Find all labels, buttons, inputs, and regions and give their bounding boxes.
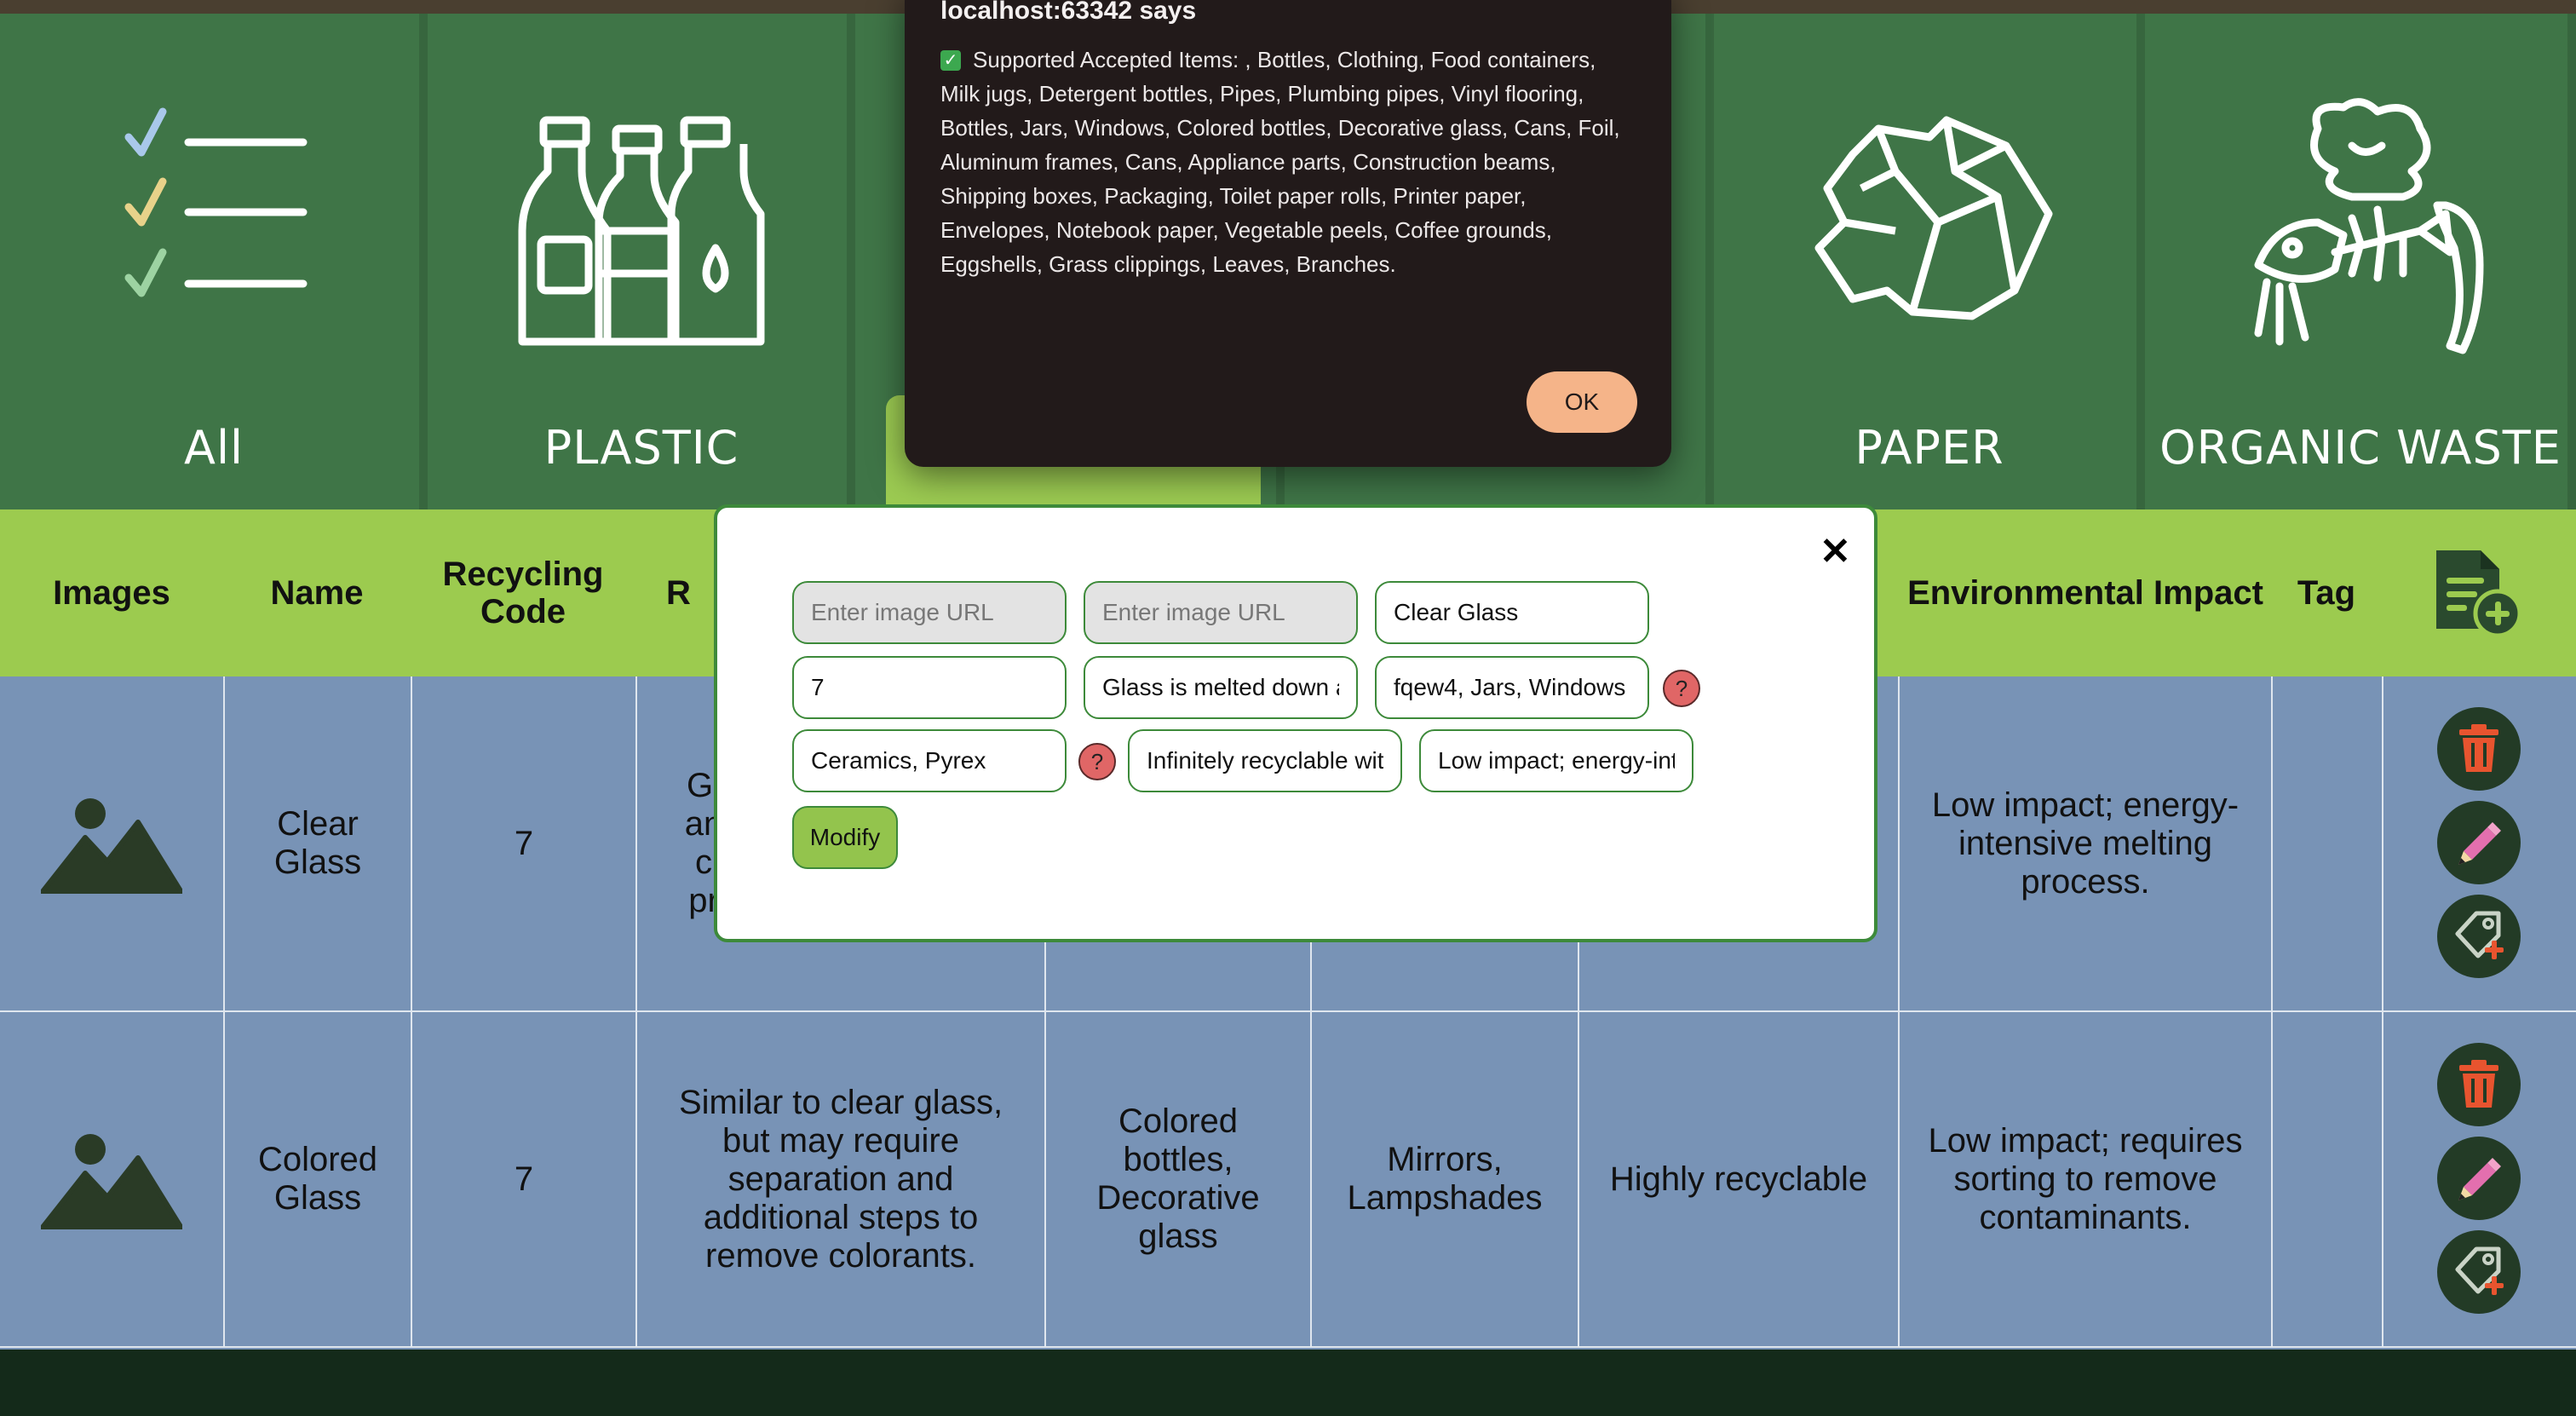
category-plastic[interactable]: PLASTIC — [428, 14, 855, 509]
image-url-input[interactable] — [792, 581, 1067, 644]
name-input[interactable] — [1375, 581, 1649, 644]
recycling-code-input[interactable] — [792, 656, 1067, 719]
tag-cell — [2273, 676, 2383, 1010]
edit-button[interactable] — [2437, 1137, 2521, 1220]
header-recycling-process: R — [666, 574, 691, 612]
image-cell — [0, 1012, 225, 1346]
delete-button[interactable] — [2437, 707, 2521, 791]
alert-message-text: Supported Accepted Items: , Bottles, Clo… — [940, 47, 1620, 277]
category-all[interactable]: All — [0, 14, 428, 509]
category-paper[interactable]: PAPER — [1714, 14, 2145, 509]
header-name: Name — [270, 574, 364, 612]
close-icon[interactable]: ✕ — [1820, 531, 1851, 573]
alert-message: ✓ Supported Accepted Items: , Bottles, Cl… — [940, 43, 1639, 281]
category-label: PLASTIC — [543, 421, 739, 475]
image-placeholder-icon — [41, 1134, 182, 1229]
recyclability-cell: Highly recyclable — [1579, 1012, 1900, 1346]
code-cell: 7 — [412, 1012, 637, 1346]
table-row: Clear Glass 7 Gl an c pr Low impact; ene… — [0, 676, 2576, 1012]
bottles-icon — [518, 116, 765, 346]
edit-button[interactable] — [2437, 801, 2521, 884]
impact-cell: Low impact; energy-intensive melting pro… — [1900, 676, 2273, 1010]
header-environmental-impact: Environmental Impact — [1907, 574, 2263, 612]
not-accepted-cell: Mirrors, Lampshades — [1312, 1012, 1579, 1346]
image-cell — [0, 676, 225, 1010]
environmental-impact-input[interactable] — [1419, 729, 1693, 792]
accepted-items-input[interactable] — [1375, 656, 1649, 719]
recycling-process-input[interactable] — [1084, 656, 1358, 719]
checkmark-icon: ✓ — [940, 50, 961, 71]
image-url-input-2[interactable] — [1084, 581, 1358, 644]
image-placeholder-icon — [41, 798, 182, 894]
category-label: All — [184, 421, 244, 475]
not-accepted-items-input[interactable] — [792, 729, 1067, 792]
category-organic-waste[interactable]: ORGANIC WASTE — [2145, 14, 2576, 509]
modify-button[interactable]: Modify — [792, 806, 898, 869]
code-cell: 7 — [412, 676, 637, 1010]
accepted-cell: Colored bottles, Decorative glass — [1046, 1012, 1312, 1346]
trash-icon — [2459, 724, 2498, 772]
organic-waste-icon — [2254, 98, 2484, 354]
tag-plus-icon — [2455, 1246, 2504, 1295]
header-recycling-code: Recycling Code — [442, 555, 604, 630]
header-tag: Tag — [2297, 574, 2356, 612]
delete-button[interactable] — [2437, 1043, 2521, 1126]
modify-modal: ✕ ? ? Modify — [714, 504, 1877, 942]
help-icon[interactable]: ? — [1663, 670, 1700, 707]
help-icon[interactable]: ? — [1078, 743, 1116, 780]
footer-bar — [0, 1350, 2576, 1416]
trash-icon — [2459, 1060, 2498, 1108]
alert-dialog: localhost:63342 says ✓ Supported Accepted… — [905, 0, 1671, 467]
recyclability-cell — [1579, 676, 1900, 1010]
process-cell: Similar to clear glass, but may require … — [637, 1012, 1046, 1346]
add-tag-button[interactable] — [2437, 895, 2521, 978]
name-cell: Colored Glass — [225, 1012, 412, 1346]
category-label: PAPER — [1854, 421, 2004, 475]
header-images: Images — [53, 574, 170, 612]
category-label: ORGANIC WASTE — [2159, 421, 2562, 475]
pencil-icon — [2458, 822, 2501, 865]
add-tag-button[interactable] — [2437, 1230, 2521, 1314]
tag-plus-icon — [2455, 911, 2504, 959]
table-row: Colored Glass 7 Similar to clear glass, … — [0, 1012, 2576, 1348]
impact-cell: Low impact; requires sorting to remove c… — [1900, 1012, 2273, 1346]
checklist-icon — [124, 107, 308, 297]
tag-cell — [2273, 1012, 2383, 1346]
alert-title: localhost:63342 says — [940, 0, 1197, 25]
name-cell: Clear Glass — [225, 676, 412, 1010]
add-item-icon[interactable] — [2429, 545, 2525, 641]
crumpled-paper-icon — [1814, 116, 2053, 320]
recyclability-input[interactable] — [1128, 729, 1402, 792]
ok-button[interactable]: OK — [1527, 371, 1637, 433]
pencil-icon — [2458, 1158, 2501, 1200]
